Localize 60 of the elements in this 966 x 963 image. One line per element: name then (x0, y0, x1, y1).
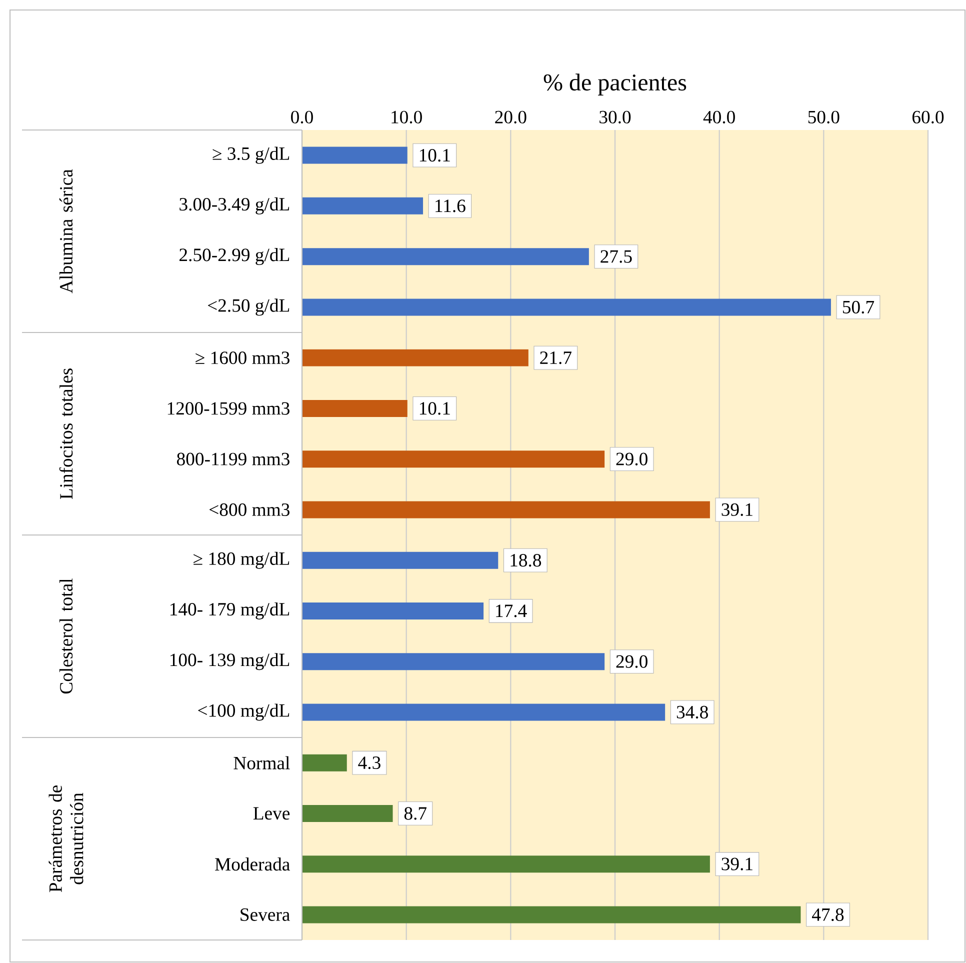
y-tick-label: Leve (253, 807, 290, 820)
data-label: 4.3 (358, 756, 380, 770)
x-tick-label: 30.0 (600, 110, 631, 124)
data-label: 29.0 (616, 452, 648, 466)
data-label: 10.1 (420, 148, 450, 162)
bar (302, 501, 710, 518)
bar (302, 450, 605, 468)
y-tick-label: <800 mm3 (210, 503, 290, 516)
x-tick-label: 20.0 (495, 110, 526, 124)
data-label: 18.8 (510, 554, 542, 567)
data-label: 47.8 (812, 908, 844, 922)
bar (302, 804, 393, 822)
bar (302, 602, 484, 620)
bar (302, 400, 408, 417)
data-label: 11.6 (436, 200, 466, 212)
x-tick-label: 60.0 (912, 110, 944, 124)
bar (302, 906, 801, 924)
y-tick-label: ≥ 1600 mm3 (196, 352, 290, 364)
x-tick-label: 10.0 (392, 110, 422, 124)
y-tick-label: Moderada (215, 857, 290, 871)
data-label: 39.1 (722, 858, 752, 870)
y-tick-label: <2.50 g/dL (208, 298, 290, 316)
y-tick-label: 2.50-2.99 g/dL (180, 248, 290, 266)
x-tick-label: 0.0 (291, 110, 313, 124)
data-label: 27.5 (600, 250, 632, 263)
data-label: 29.0 (616, 655, 648, 668)
bar (302, 298, 831, 316)
data-label: 8.7 (404, 807, 427, 820)
y-tick-label: ≥ 3.5 g/dL (212, 146, 290, 164)
bar (302, 856, 710, 873)
bar (302, 197, 424, 214)
y-tick-label: 140- 179 mg/dL (170, 602, 290, 620)
y-tick-label: 3.00-3.49 g/dL (180, 197, 290, 214)
x-axis-title: % de pacientes (544, 74, 686, 96)
bar (302, 704, 666, 721)
y-tick-label: ≥ 180 mg/dL (194, 552, 290, 569)
bar (302, 552, 498, 569)
bar (302, 653, 605, 670)
text: Albumina sérica (59, 169, 73, 294)
y-tick-label: Severa (240, 908, 290, 921)
data-label: 17.4 (496, 604, 527, 618)
y-tick-label: 1200-1599 mm3 (168, 402, 290, 415)
y-tick-label: <100 mg/dL (198, 704, 290, 721)
data-label: 39.1 (722, 503, 752, 516)
data-label: 10.1 (420, 402, 450, 415)
data-label: 50.7 (842, 300, 874, 314)
bar (302, 146, 408, 164)
text: Colesterol total (59, 578, 73, 694)
bar (302, 754, 347, 772)
text: Parámetros de desnutrición (48, 785, 84, 892)
data-label: 21.7 (540, 352, 572, 364)
data-label: 34.8 (676, 706, 708, 719)
x-tick-label: 40.0 (703, 110, 735, 124)
x-tick-label: 50.0 (808, 110, 840, 124)
y-tick-label: 800-1199 mm3 (176, 452, 290, 466)
y-tick-label: Normal (234, 756, 290, 770)
bar (302, 349, 528, 366)
bar (302, 248, 589, 266)
y-tick-label: 100- 139 mg/dL (170, 653, 290, 670)
text: Linfocitos totales (59, 368, 73, 500)
